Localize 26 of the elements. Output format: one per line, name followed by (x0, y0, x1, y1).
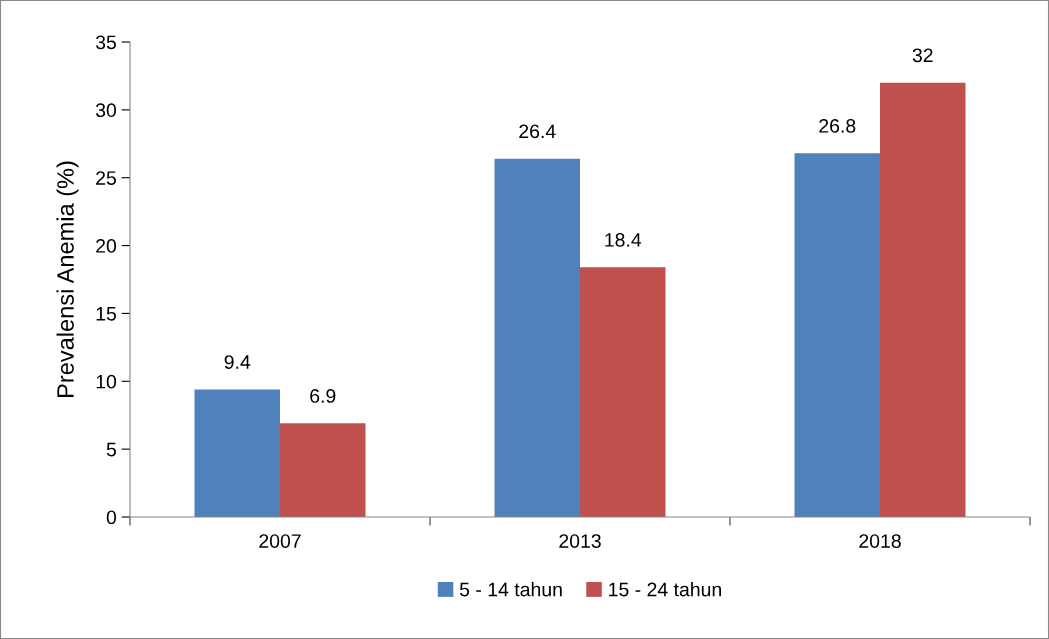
bar (194, 389, 280, 517)
data-label: 6.9 (310, 389, 336, 403)
x-tick-label: 2018 (859, 534, 901, 548)
bar (494, 158, 580, 517)
x-tick-label: 2013 (559, 534, 601, 548)
y-tick-label: 0 (106, 510, 117, 525)
data-label: 9.4 (224, 355, 251, 369)
bar (794, 153, 880, 517)
legend-label: 15 - 24 tahun (609, 582, 721, 597)
y-axis-title: Prevalensi Anemia (%) (56, 161, 79, 397)
x-tick-label: 2007 (259, 534, 301, 548)
data-label: 32 (912, 48, 933, 63)
bar (580, 267, 666, 517)
y-tick-label: 30 (95, 103, 117, 118)
y-tick-label: 20 (96, 239, 117, 253)
data-label: 26.4 (519, 124, 556, 139)
bar (280, 423, 366, 517)
legend-label: 5 - 14 tahun (459, 582, 562, 597)
y-tick-label: 15 (96, 307, 116, 321)
y-tick-label: 25 (96, 171, 116, 185)
data-label: 18.4 (605, 233, 642, 247)
y-tick-label: 10 (96, 374, 117, 389)
y-tick-label: 35 (95, 35, 116, 50)
bar (880, 82, 966, 517)
data-label: 26.8 (819, 119, 856, 133)
y-tick-label: 5 (106, 442, 116, 457)
